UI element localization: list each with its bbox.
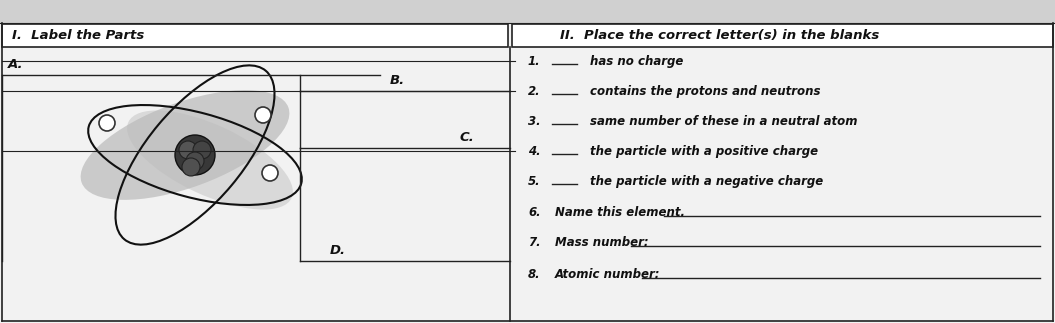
Text: same number of these in a neutral atom: same number of these in a neutral atom bbox=[590, 114, 858, 128]
Bar bbox=[512, 24, 1053, 47]
Text: I.  Label the Parts: I. Label the Parts bbox=[12, 29, 145, 42]
Text: the particle with a negative charge: the particle with a negative charge bbox=[590, 174, 823, 187]
Circle shape bbox=[255, 107, 271, 123]
Text: 2.: 2. bbox=[528, 85, 540, 98]
Text: 4.: 4. bbox=[528, 144, 540, 158]
Text: the particle with a positive charge: the particle with a positive charge bbox=[590, 144, 818, 158]
Circle shape bbox=[193, 141, 211, 159]
Ellipse shape bbox=[80, 90, 289, 200]
Circle shape bbox=[183, 158, 200, 176]
Text: 8.: 8. bbox=[528, 268, 540, 282]
Text: B.: B. bbox=[390, 74, 405, 87]
Text: Mass number:: Mass number: bbox=[555, 236, 649, 249]
Text: has no charge: has no charge bbox=[590, 55, 684, 68]
Text: 6.: 6. bbox=[528, 206, 540, 220]
Text: 3.: 3. bbox=[528, 114, 540, 128]
Bar bbox=[2, 24, 509, 47]
Circle shape bbox=[186, 152, 204, 170]
Text: II.  Place the correct letter(s) in the blanks: II. Place the correct letter(s) in the b… bbox=[560, 29, 879, 42]
Text: D.: D. bbox=[330, 244, 346, 257]
Text: A.: A. bbox=[8, 58, 23, 71]
Text: 5.: 5. bbox=[528, 174, 540, 187]
Text: Name this element.: Name this element. bbox=[555, 206, 685, 220]
Circle shape bbox=[179, 141, 197, 159]
Bar bbox=[0, 0, 1055, 23]
Ellipse shape bbox=[127, 110, 293, 210]
Text: C.: C. bbox=[460, 131, 475, 144]
Circle shape bbox=[99, 115, 115, 131]
Text: contains the protons and neutrons: contains the protons and neutrons bbox=[590, 85, 821, 98]
Text: Atomic number:: Atomic number: bbox=[555, 268, 660, 282]
Circle shape bbox=[175, 135, 215, 175]
Text: 1.: 1. bbox=[528, 55, 540, 68]
Text: 7.: 7. bbox=[528, 236, 540, 249]
Circle shape bbox=[262, 165, 279, 181]
